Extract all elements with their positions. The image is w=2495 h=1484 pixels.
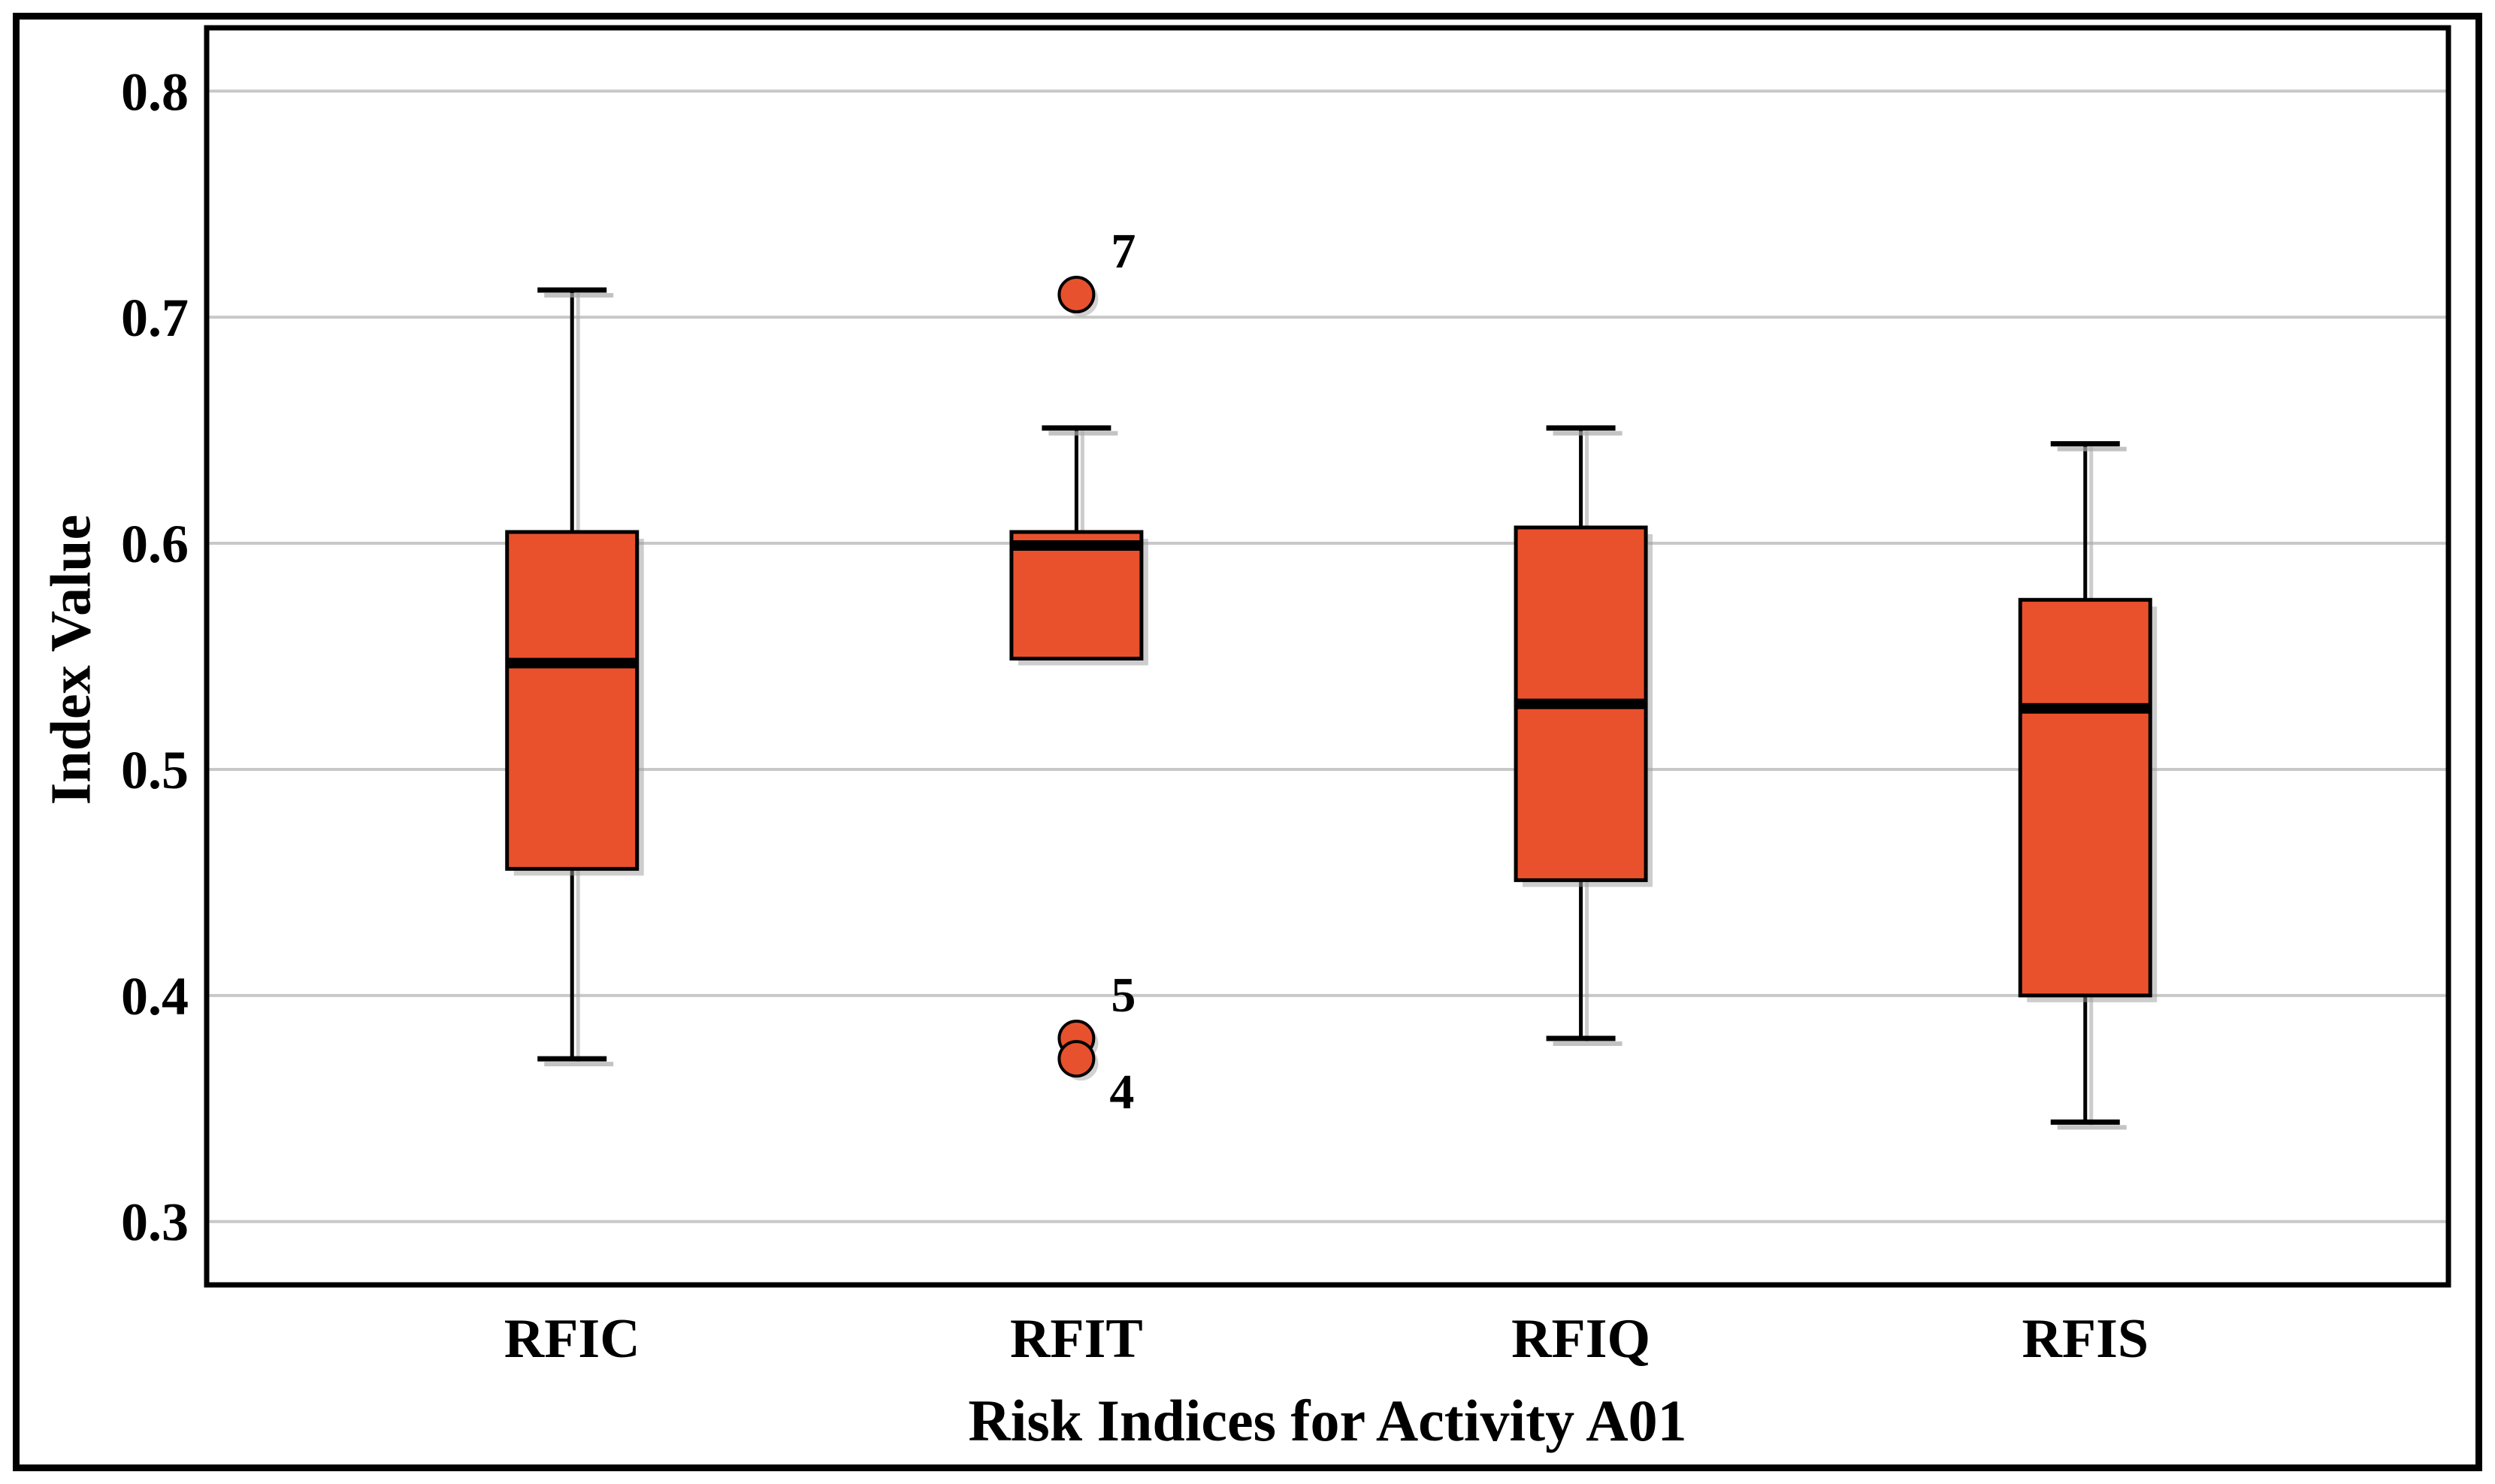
x-category-label-RFIC: RFIC [504,1308,640,1370]
box-RFIS [2018,597,2152,998]
outlier-point-RFIT-4 [1057,1040,1096,1078]
y-tick-label-0.8: 0.8 [121,62,189,122]
y-tick-label-0.5: 0.5 [121,740,189,800]
outlier-label-5: 5 [1111,968,1136,1023]
y-tick-label-0.4: 0.4 [121,966,189,1026]
y-tick-label-0.6: 0.6 [121,514,189,574]
x-category-label-RFIQ: RFIQ [1511,1308,1650,1370]
plot-border [204,25,2451,1288]
outlier-label-7: 7 [1111,224,1136,279]
y-tick-label-0.7: 0.7 [121,288,189,348]
box-RFIT [1009,530,1144,661]
x-axis-title: Risk Indices for Activity A01 [968,1388,1687,1453]
box-RFIC [505,530,640,871]
outlier-point-RFIT-7 [1057,276,1096,314]
outlier-label-4: 4 [1109,1065,1134,1120]
y-axis-title: Index Value [39,514,103,805]
y-tick-label-0.3: 0.3 [121,1192,189,1253]
x-category-label-RFIS: RFIS [2022,1308,2149,1370]
x-category-label-RFIT: RFIT [1010,1308,1143,1370]
